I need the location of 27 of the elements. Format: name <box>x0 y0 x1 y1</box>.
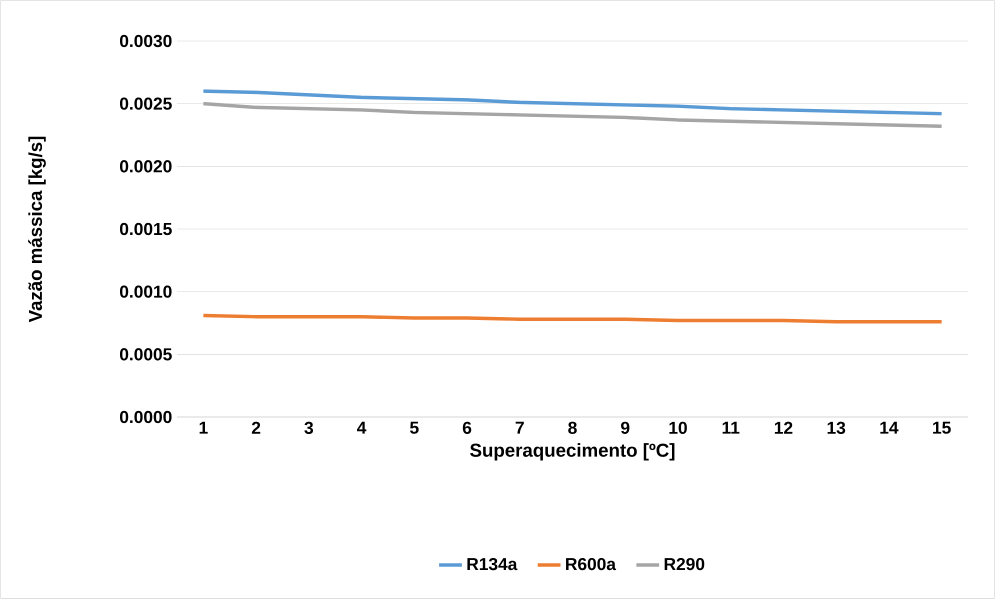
x-tick-label: 3 <box>304 422 314 434</box>
legend-label: R600a <box>566 558 616 570</box>
x-tick-label: 8 <box>568 422 577 434</box>
x-tick-label: 12 <box>774 422 792 434</box>
x-tick-label: 15 <box>933 422 951 434</box>
y-tick-label: 0.0025 <box>120 98 172 110</box>
y-tick-label: 0.0000 <box>120 410 172 424</box>
x-tick-label: 2 <box>252 422 260 434</box>
x-tick-label: 10 <box>669 422 687 434</box>
x-tick-label: 9 <box>621 422 630 434</box>
y-tick-label: 0.0020 <box>120 160 172 172</box>
x-tick-label: 11 <box>722 422 740 434</box>
y-tick-label: 0.0005 <box>120 348 172 360</box>
legend-label: R290 <box>664 558 704 570</box>
legend-label: R134a <box>467 558 518 570</box>
x-tick-label: 7 <box>516 422 524 434</box>
y-tick-label: 0.0030 <box>120 34 172 48</box>
x-tick-label: 4 <box>357 422 366 434</box>
x-tick-label: 14 <box>880 422 898 434</box>
y-axis-title: Vazão mássica [kg/s] <box>28 136 46 322</box>
x-tick-label: 6 <box>462 422 472 434</box>
x-axis-title: Superaquecimento [ºC] <box>470 443 674 461</box>
x-tick-label: 5 <box>410 422 419 434</box>
x-tick-label: 13 <box>828 422 846 434</box>
x-tick-label: 1 <box>200 422 208 434</box>
y-tick-label: 0.0010 <box>120 286 172 298</box>
y-tick-label: 0.0015 <box>120 222 172 236</box>
